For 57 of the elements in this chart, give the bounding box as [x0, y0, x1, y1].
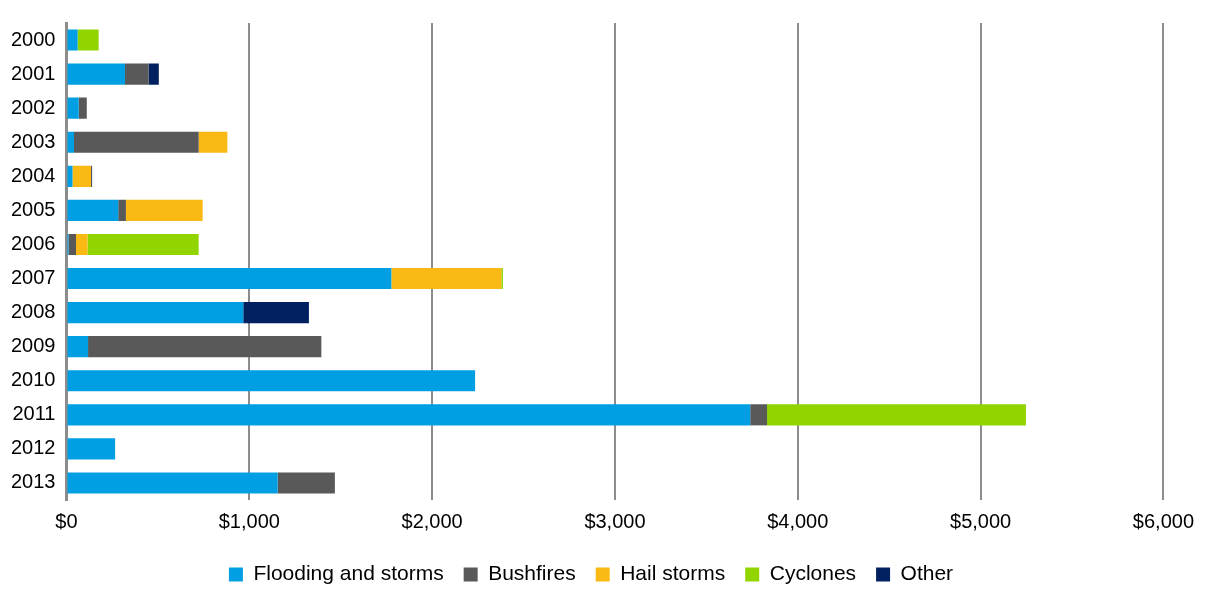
bar — [125, 199, 203, 221]
y-tick-label: 2009 — [10, 334, 56, 357]
bar — [78, 97, 87, 119]
x-tick-label: $0 — [55, 509, 78, 532]
y-tick-label: 2000 — [10, 27, 56, 50]
bar — [67, 370, 476, 392]
y-tick-label: 2012 — [10, 436, 56, 459]
y-tick-label: 2010 — [10, 368, 56, 391]
y-tick-label: 2011 — [12, 402, 56, 425]
bar — [750, 404, 768, 426]
x-tick-label: $4,000 — [767, 509, 829, 532]
bar — [67, 63, 125, 85]
y-tick-label: 2003 — [10, 129, 56, 152]
y-tick-label: 2001 — [10, 61, 56, 84]
y-tick-label: 2002 — [10, 95, 56, 118]
bar — [72, 165, 92, 187]
bar — [67, 438, 116, 460]
bar — [67, 336, 89, 358]
legend-label: Hail storms — [620, 561, 726, 585]
bar — [68, 233, 76, 256]
bar — [76, 233, 88, 256]
bar — [67, 302, 244, 324]
y-tick-label: 2013 — [10, 470, 56, 493]
x-tick-label: $1,000 — [218, 509, 280, 532]
y-tick-label: 2008 — [10, 300, 56, 323]
legend-label: Other — [900, 561, 954, 585]
bar — [118, 199, 126, 221]
legend-label: Flooding and storms — [253, 561, 444, 585]
bar — [67, 404, 751, 426]
bar — [767, 404, 1026, 426]
bar — [67, 199, 119, 221]
y-tick-label: 2005 — [10, 197, 56, 220]
bar — [88, 336, 322, 358]
bar — [73, 131, 199, 153]
bar — [77, 29, 99, 51]
bar — [148, 63, 159, 85]
bar — [67, 267, 392, 290]
bar — [67, 131, 74, 153]
y-tick-label: 2006 — [10, 231, 56, 254]
x-tick-label: $2,000 — [401, 509, 463, 532]
bar — [277, 472, 335, 494]
x-tick-label: $6,000 — [1132, 509, 1194, 532]
bar — [391, 267, 502, 290]
y-tick-label: 2007 — [10, 266, 56, 289]
legend-label: Cyclones — [769, 561, 857, 585]
bar — [87, 233, 199, 256]
bar — [198, 131, 228, 153]
bar — [243, 302, 309, 324]
bar — [125, 63, 149, 85]
bar — [67, 29, 78, 51]
bar — [67, 165, 73, 187]
bar — [67, 472, 278, 494]
y-tick-label: 2004 — [10, 163, 56, 186]
x-tick-label: $3,000 — [584, 509, 646, 532]
legend-label: Bushfires — [488, 561, 576, 585]
bar — [67, 97, 79, 119]
x-tick-label: $5,000 — [950, 509, 1012, 532]
